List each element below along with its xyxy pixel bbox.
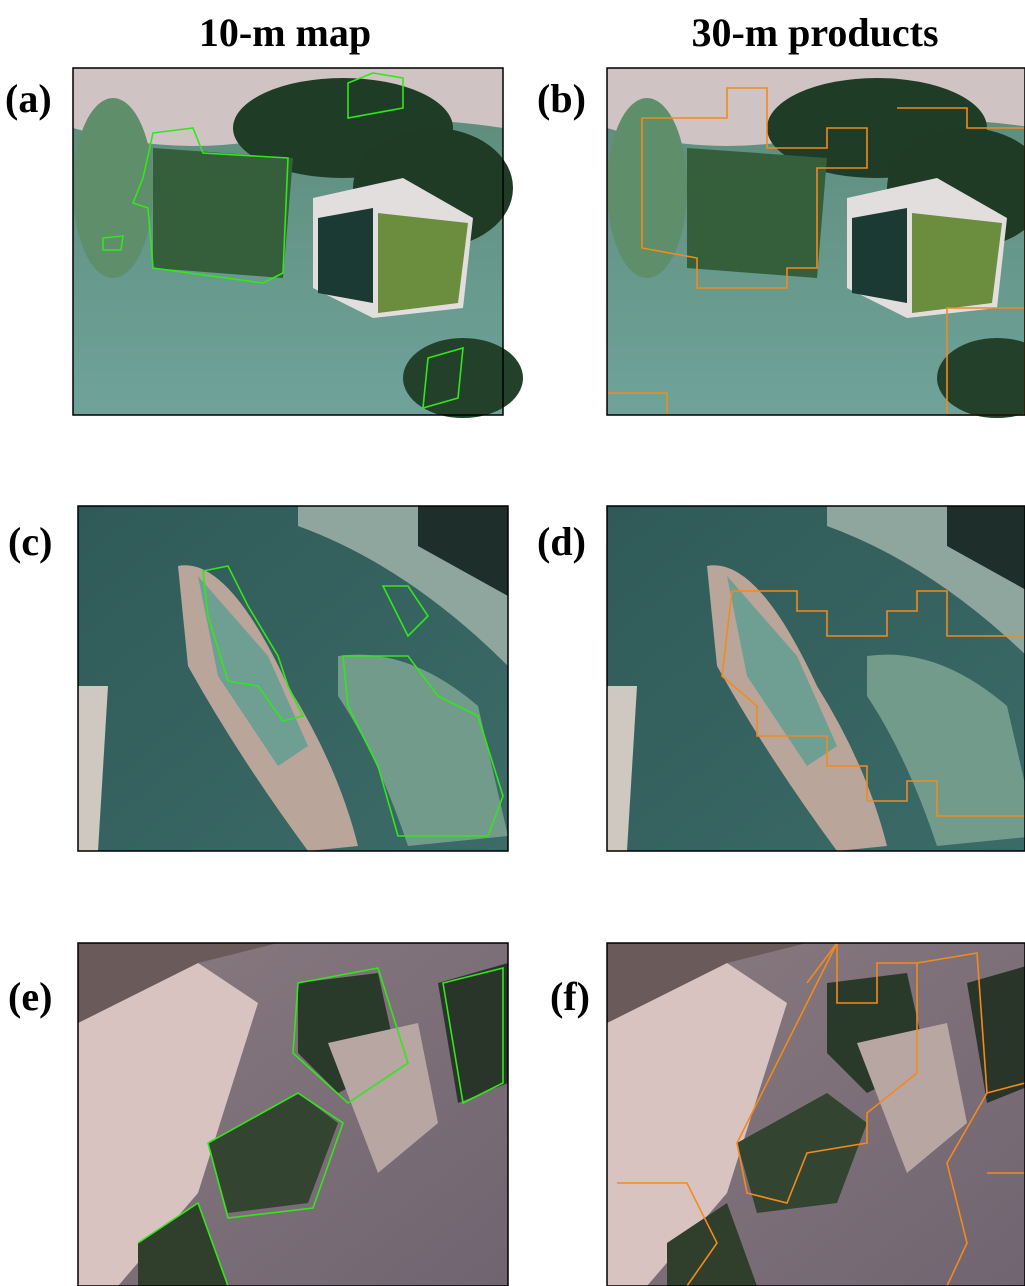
column-title: 10-m map <box>199 10 371 55</box>
satellite-image <box>78 943 508 1286</box>
panel-label: (c) <box>8 519 52 564</box>
panel-label: (d) <box>537 519 586 564</box>
column-title: 30-m products <box>691 10 938 55</box>
panel-label: (e) <box>8 974 52 1019</box>
panel-label: (b) <box>537 76 586 121</box>
satellite-image <box>607 68 1025 418</box>
satellite-image <box>607 506 1025 851</box>
satellite-image <box>73 68 523 418</box>
satellite-image <box>607 943 1025 1286</box>
panel-label: (f) <box>550 974 590 1019</box>
panel-label: (a) <box>5 76 52 121</box>
figure: 10-m map 30-m products <box>0 0 1025 1286</box>
satellite-image <box>78 506 508 851</box>
